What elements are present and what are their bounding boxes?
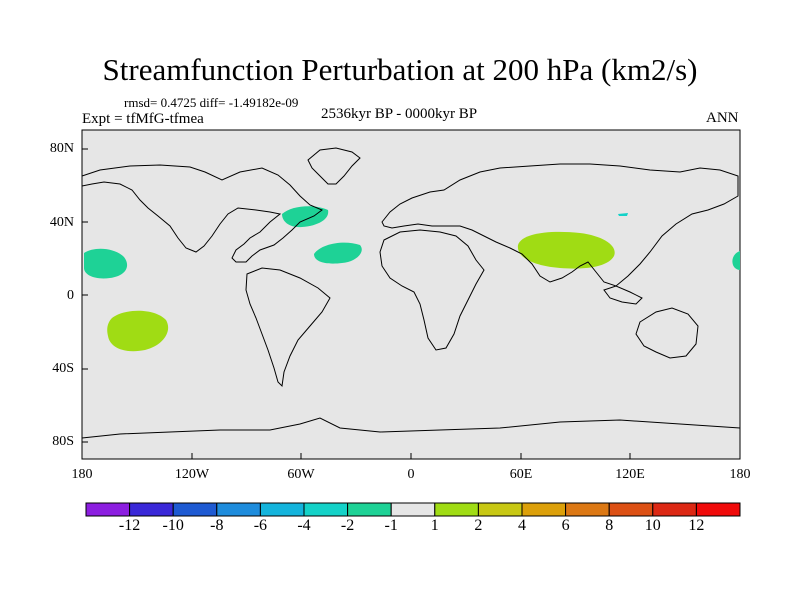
- lon-label-120e: 120E: [615, 467, 645, 482]
- colorbar-label: 10: [644, 517, 661, 534]
- patch-southeast-pacific: [107, 310, 169, 352]
- colorbar-label: -10: [162, 517, 184, 534]
- colorbar-label: -1: [384, 517, 398, 534]
- patch-north-atlantic-east: [314, 242, 362, 264]
- colorbar-box: [303, 502, 349, 517]
- patch-western-pacific: [732, 251, 740, 270]
- patch-south-asia: [517, 231, 615, 269]
- colorbar-label: -6: [253, 517, 268, 534]
- colorbar-box: [172, 502, 218, 517]
- colorbar-box: [652, 502, 697, 517]
- colorbar-box: [565, 502, 610, 517]
- colorbar-label: -12: [118, 517, 141, 534]
- stats-text: rmsd= 0.4725 diff= -1.49182e-09: [124, 95, 299, 110]
- map-ticks: [81, 148, 741, 459]
- colorbar-box: [259, 502, 305, 517]
- lat-label-80n: 80N: [49, 141, 74, 156]
- coast-maritime-continent: [603, 285, 643, 305]
- experiment-label: Expt = tfMfG-tfmea: [82, 111, 204, 127]
- colorbar-box: [129, 502, 174, 517]
- colorbar-box: [216, 502, 261, 517]
- colorbar-box: [695, 502, 741, 517]
- colorbar-box: [521, 502, 567, 517]
- chart-title: Streamfunction Perturbation at 200 hPa (…: [102, 52, 698, 87]
- colorbar-label: 12: [688, 517, 705, 534]
- colorbar-label: 1: [430, 517, 439, 534]
- colorbar-box: [434, 502, 479, 517]
- colorbar-label: 6: [561, 517, 570, 534]
- colorbar-box: [85, 502, 131, 517]
- colorbar: [85, 502, 741, 517]
- season-label: ANN: [706, 110, 739, 126]
- lon-label-180w: 180: [71, 467, 93, 482]
- colorbar-box: [608, 502, 654, 517]
- colorbar-label: -4: [297, 517, 311, 534]
- coast-south-america: [245, 267, 331, 388]
- coast-greenland: [307, 147, 361, 185]
- lon-label-60w: 60W: [287, 467, 315, 482]
- colorbar-label: -8: [210, 517, 224, 534]
- coast-antarctica: [81, 417, 741, 439]
- coast-australia: [635, 307, 699, 359]
- patch-northeast-pacific: [84, 248, 128, 279]
- anomaly-patches: [84, 206, 740, 352]
- lat-label-40s: 40S: [52, 361, 74, 376]
- period-label: 2536kyr BP - 0000kyr BP: [321, 106, 478, 122]
- map-panel: [81, 129, 741, 460]
- lat-label-80s: 80S: [52, 434, 74, 449]
- coastlines: [81, 147, 741, 439]
- coast-africa: [379, 229, 485, 351]
- lon-label-120w: 120W: [174, 467, 210, 482]
- colorbar-label: -2: [340, 517, 355, 534]
- coast-north-america: [81, 164, 323, 263]
- lon-label-180e: 180: [729, 467, 751, 482]
- lon-label-0: 0: [407, 467, 415, 482]
- lon-label-60e: 60E: [509, 467, 533, 482]
- colorbar-label: 2: [474, 517, 483, 534]
- colorbar-box: [390, 502, 436, 517]
- colorbar-label: 8: [605, 517, 614, 534]
- patch-central-asia: [618, 213, 628, 216]
- patch-north-atlantic-west: [282, 206, 329, 228]
- coast-eurasia: [381, 163, 739, 287]
- colorbar-box: [347, 502, 392, 517]
- lat-label-0: 0: [67, 288, 74, 303]
- colorbar-box: [477, 502, 523, 517]
- lat-label-40n: 40N: [49, 215, 74, 230]
- colorbar-label: 4: [518, 517, 526, 534]
